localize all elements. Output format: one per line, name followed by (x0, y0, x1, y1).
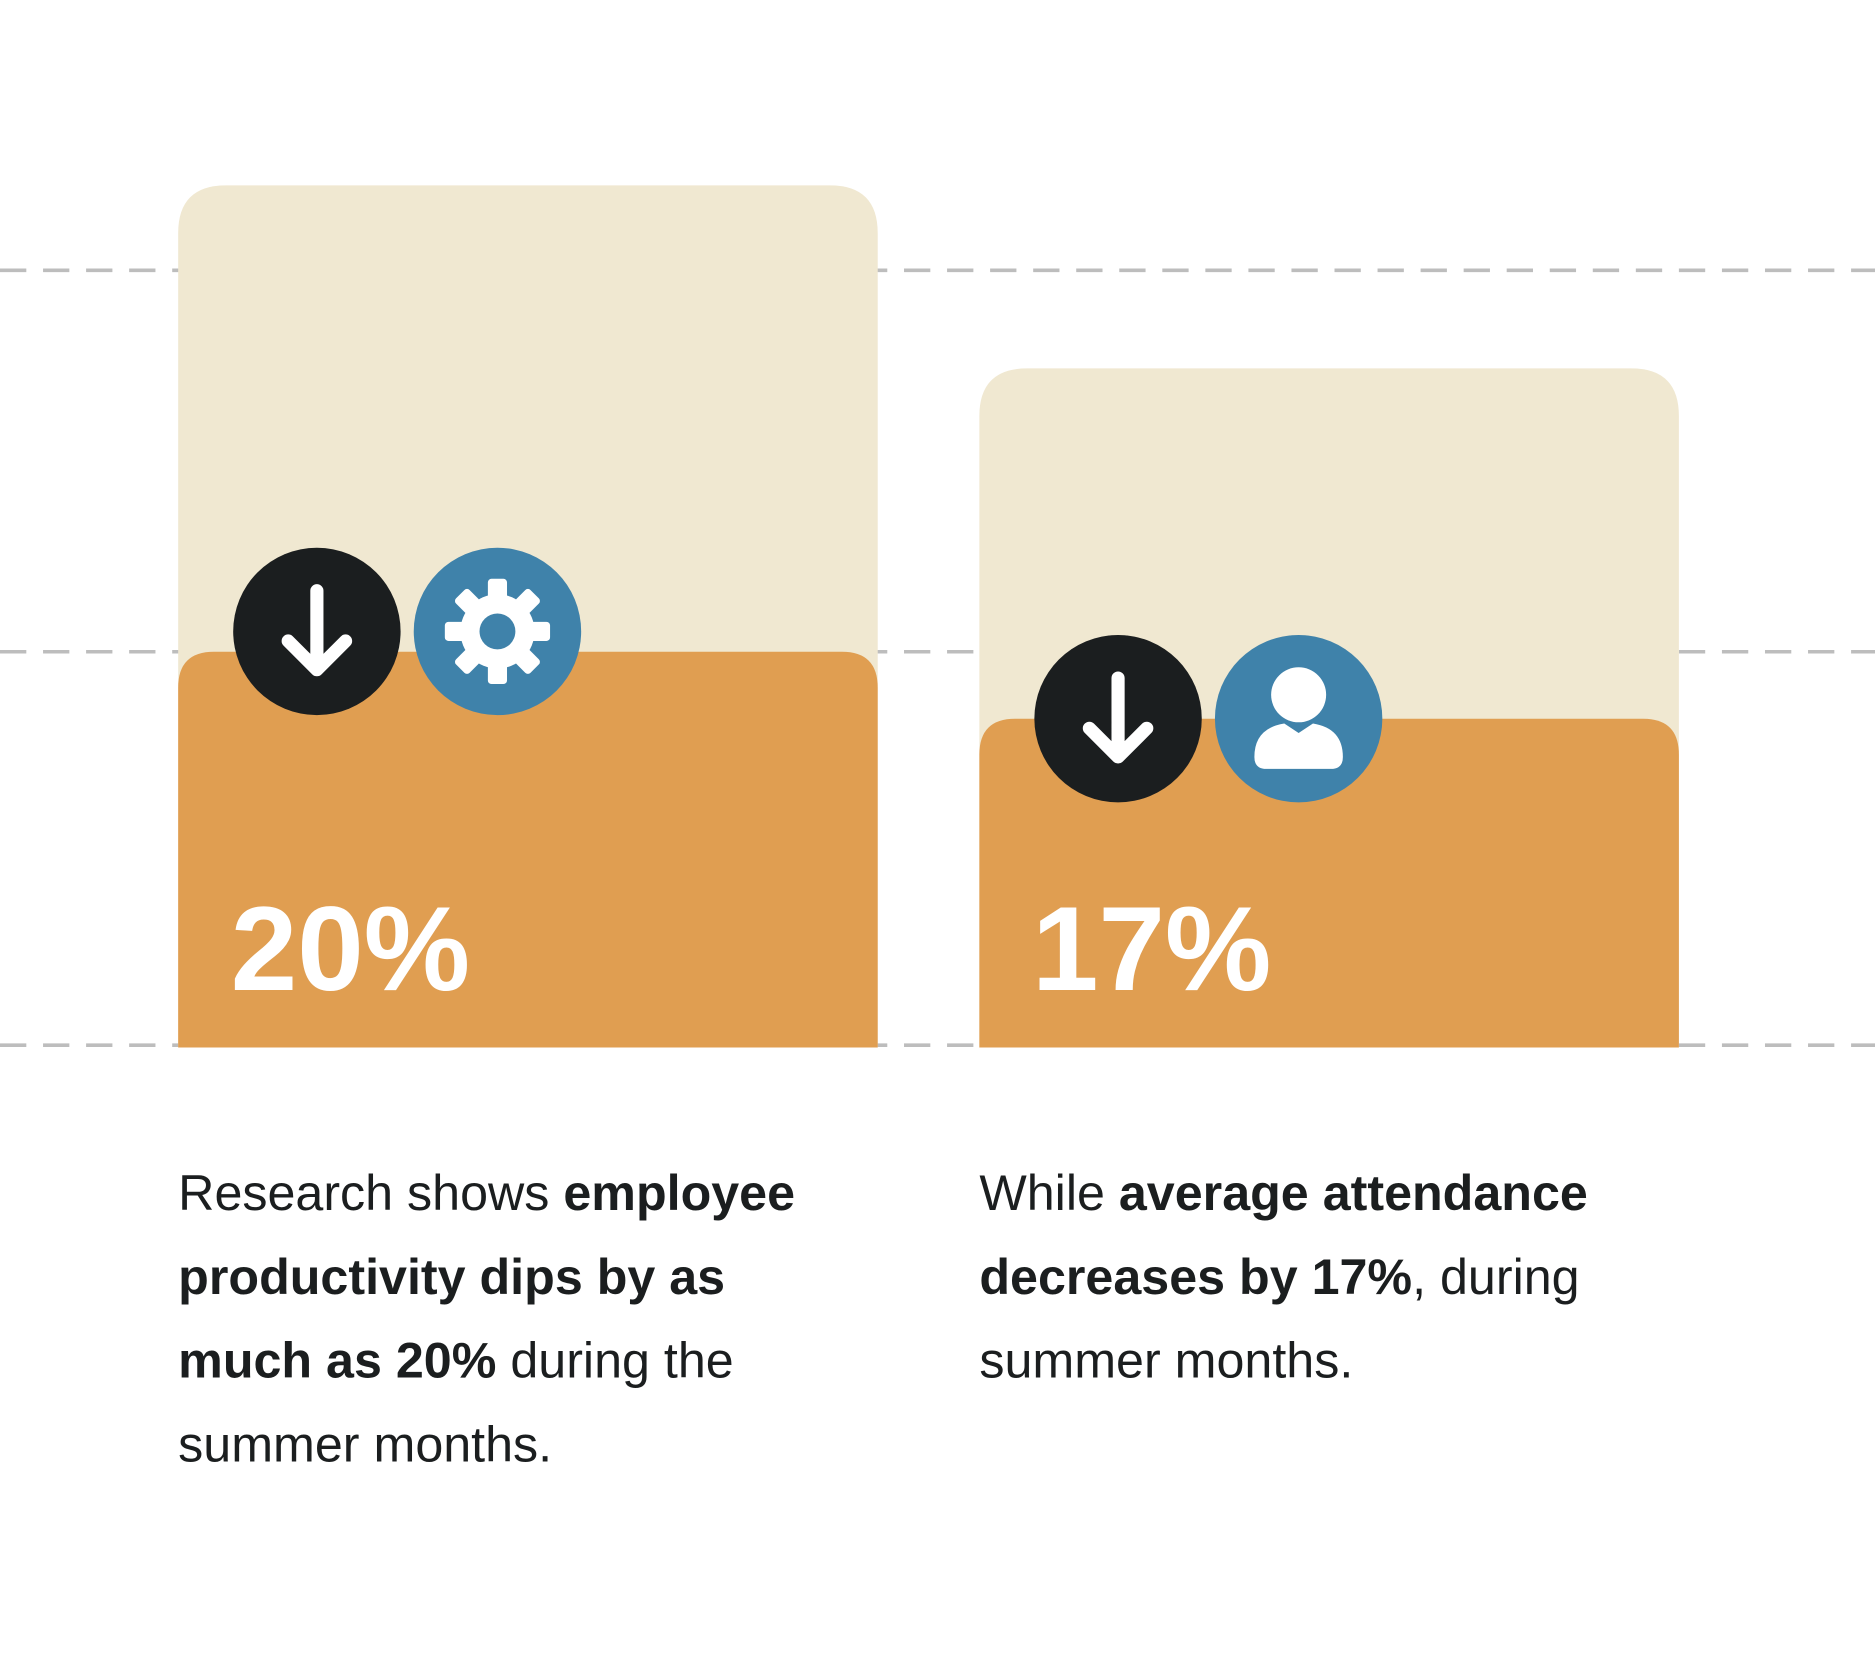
description-run: While (979, 1165, 1119, 1221)
stat-label: 17% (1032, 883, 1271, 1016)
person-body (1254, 723, 1343, 769)
description-line: While average attendance (979, 1165, 1587, 1221)
description-run: summer months. (178, 1416, 552, 1472)
card-bar (178, 651, 878, 1048)
arrow-glyph (281, 584, 353, 677)
description-run: , during (1412, 1249, 1580, 1305)
description-line: summer months. (178, 1416, 552, 1472)
card: 20% Research shows employee productivity d… (178, 185, 878, 1472)
description-run: much as 20% (178, 1333, 496, 1389)
arrow-glyph (1082, 671, 1154, 764)
description-run: average attendance (1119, 1165, 1588, 1221)
description-run: productivity dips by as (178, 1249, 725, 1305)
card: 17% While average attendance decreases by … (979, 368, 1679, 1389)
stat-label: 20% (231, 883, 470, 1016)
card-bar (979, 718, 1679, 1048)
description-line: much as 20% during the (178, 1333, 734, 1389)
description-line: productivity dips by as (178, 1249, 725, 1305)
description-run: decreases by 17% (979, 1249, 1412, 1305)
description-run: during the (496, 1333, 733, 1389)
description-line: summer months. (979, 1333, 1353, 1389)
description-run: summer months. (979, 1333, 1353, 1389)
description-run: employee (563, 1165, 795, 1221)
description-run: Research shows (178, 1165, 563, 1221)
description-line: decreases by 17%, during (979, 1249, 1579, 1305)
gear-hole (479, 613, 516, 650)
description-line: Research shows employee (178, 1165, 795, 1221)
person-head (1271, 667, 1327, 723)
